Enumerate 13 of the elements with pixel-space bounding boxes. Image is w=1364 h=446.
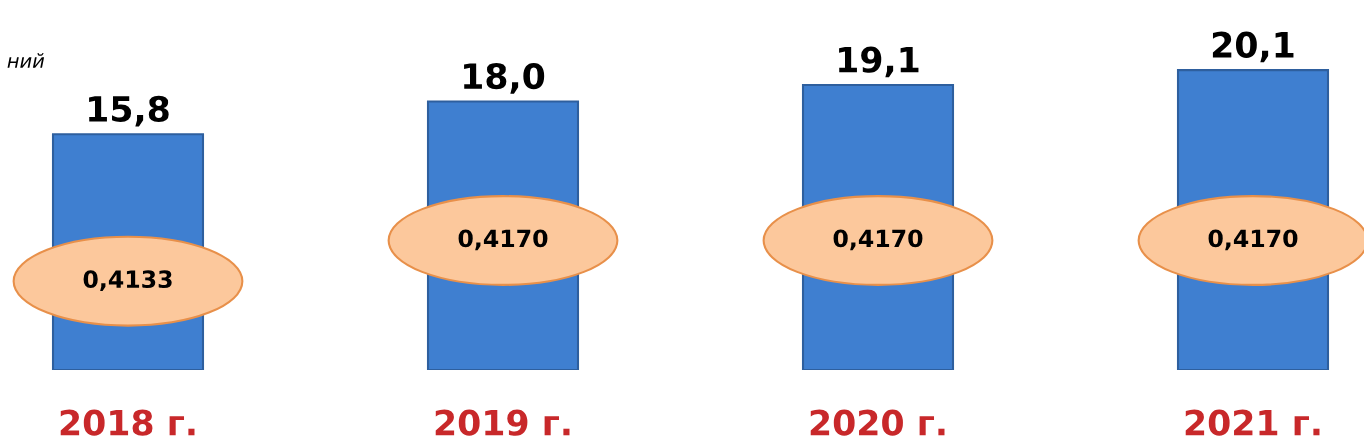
annotation: 0,4170 [458, 229, 548, 251]
x-tick-label: 2018 г. [60, 409, 195, 436]
data-label: 19,1 [839, 46, 919, 78]
annotation: 0,4170 [833, 229, 923, 251]
annotation: 0,4133 [83, 270, 172, 292]
annotation: 0,4170 [1208, 229, 1298, 251]
data-label: 20,1 [1212, 31, 1294, 63]
x-tick-label: 2020 г. [810, 409, 945, 436]
data-label: 15,8 [89, 95, 169, 127]
data-label: 18,0 [464, 62, 545, 94]
x-tick-label: 2019 г. [435, 409, 570, 436]
text: ний [7, 53, 45, 68]
x-tick-label: 2021 г. [1185, 409, 1320, 436]
